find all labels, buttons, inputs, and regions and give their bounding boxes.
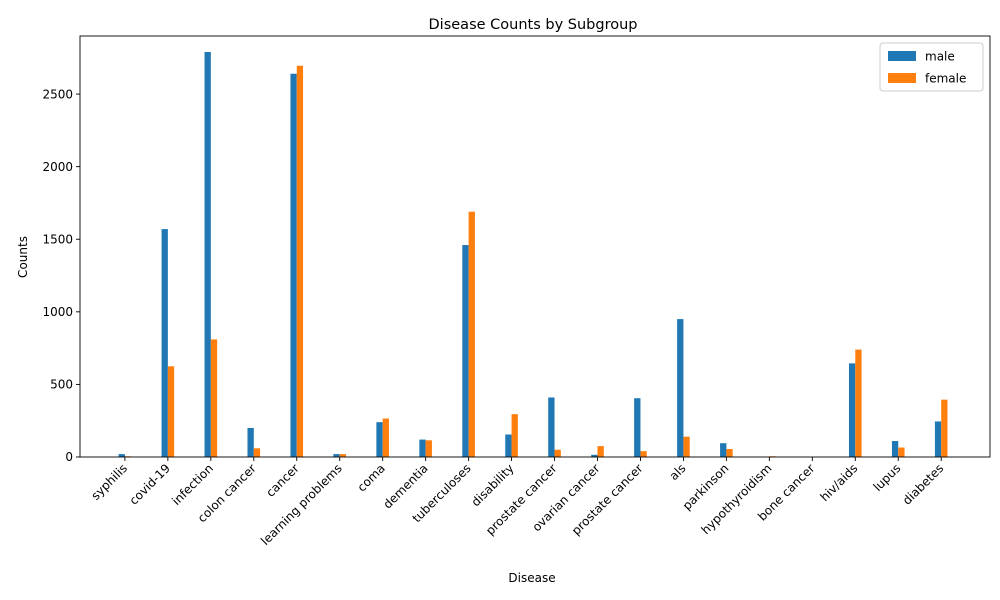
bar-male-1 — [161, 229, 168, 457]
bar-female-14 — [726, 449, 733, 457]
bar-male-7 — [419, 439, 426, 457]
bar-female-11 — [597, 446, 604, 457]
y-tick-label: 500 — [50, 378, 73, 392]
y-tick-label: 2000 — [42, 160, 73, 174]
bar-male-5 — [333, 454, 340, 457]
bar-male-0 — [118, 454, 125, 457]
legend-swatch-male — [888, 51, 916, 61]
bar-male-3 — [247, 427, 254, 457]
bar-male-12 — [634, 398, 641, 457]
bar-male-18 — [891, 441, 899, 457]
bar-female-8 — [468, 211, 475, 457]
bar-male-6 — [376, 422, 383, 457]
bar-female-18 — [898, 447, 905, 457]
bar-female-7 — [425, 440, 432, 457]
bar-male-10 — [548, 397, 555, 457]
legend-swatch-female — [888, 73, 916, 83]
bar-female-12 — [640, 451, 647, 457]
y-tick-label: 1000 — [42, 305, 73, 319]
bar-female-13 — [683, 436, 690, 457]
legend-label-male: male — [925, 50, 955, 64]
legend: male female — [879, 42, 984, 92]
bar-female-5 — [339, 454, 347, 457]
bar-female-19 — [941, 399, 948, 457]
bar-male-2 — [204, 51, 211, 457]
bar-female-10 — [554, 449, 561, 457]
bar-female-3 — [253, 448, 261, 457]
bar-male-19 — [934, 421, 942, 457]
bar-female-9 — [511, 414, 518, 457]
bar-male-4 — [290, 73, 297, 458]
bar-male-17 — [848, 363, 856, 457]
y-tick-label: 2500 — [42, 87, 73, 101]
axes-frame — [79, 35, 991, 458]
bar-male-13 — [677, 319, 684, 457]
bar-male-8 — [462, 245, 469, 457]
bar-female-17 — [855, 349, 862, 457]
y-axis-label: Counts — [16, 236, 30, 278]
legend-label-female: female — [925, 72, 966, 86]
bar-male-14 — [720, 443, 727, 457]
bar-male-11 — [591, 454, 598, 457]
bar-male-9 — [505, 434, 512, 457]
bar-female-4 — [296, 65, 304, 457]
y-axis: 0 500 1000 1500 2000 2500 — [42, 87, 80, 464]
bar-female-1 — [167, 366, 175, 457]
x-axis-label: Disease — [508, 571, 555, 585]
y-tick-label: 0 — [65, 450, 73, 464]
bar-female-2 — [210, 339, 218, 457]
y-tick-label: 1500 — [42, 232, 73, 246]
chart-title: Disease Counts by Subgroup — [429, 17, 638, 33]
bar-female-6 — [382, 418, 389, 457]
plot-area — [79, 35, 991, 458]
